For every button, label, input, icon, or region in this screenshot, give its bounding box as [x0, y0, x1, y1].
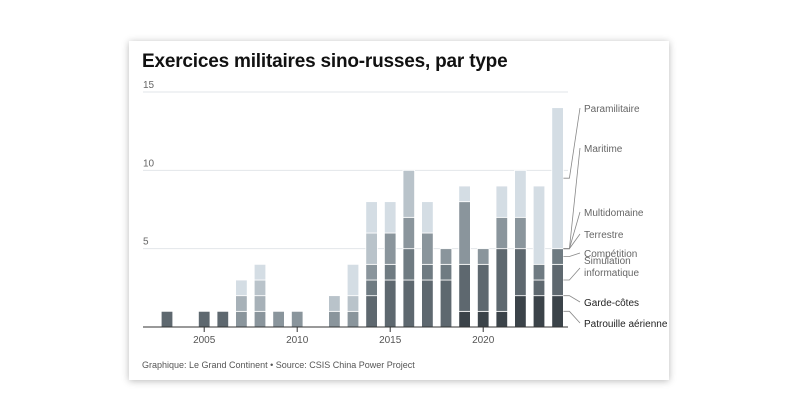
bar-segment: [458, 263, 471, 312]
bar-segment: [253, 263, 267, 281]
bar-segment: [272, 310, 285, 328]
bar-segment: [495, 185, 509, 218]
bar-segment: [495, 310, 509, 328]
bar-segment: [253, 279, 267, 297]
bar-segment: [532, 295, 546, 328]
bar-segment: [439, 263, 453, 281]
bar-segment: [402, 169, 416, 218]
x-tick-label: 2015: [379, 335, 402, 346]
legend-leader-line: [563, 252, 581, 257]
bar-segment: [458, 185, 471, 203]
legend-label: Multidomaine: [584, 208, 644, 219]
bar-segment: [197, 310, 211, 328]
bar-segment: [253, 310, 267, 328]
bar-segment: [495, 248, 509, 312]
legend-label: Maritime: [584, 144, 623, 155]
y-tick-label: 5: [143, 237, 149, 248]
bar-segment: [402, 216, 416, 250]
legend-leader-line: [563, 295, 581, 303]
legend-label: Simulation informatique: [584, 256, 639, 279]
bar-segment: [532, 263, 546, 281]
bar-segment: [365, 263, 378, 281]
bar-segment: [365, 279, 378, 297]
legend-label: Garde-côtes: [584, 298, 639, 309]
legend-leader-line: [563, 233, 581, 250]
bar-segment: [551, 263, 564, 297]
legend-leader-line: [563, 107, 581, 179]
chart-title: Exercices militaires sino-russes, par ty…: [142, 51, 508, 72]
bar-segment: [383, 201, 397, 234]
bar-segment: [402, 248, 416, 281]
bar-segment: [476, 263, 490, 312]
bar-segment: [514, 216, 527, 250]
bar-segment: [514, 295, 527, 328]
bar-segment: [551, 248, 564, 265]
legend: Paramilitaire Maritime Multidomaine Terrest…: [563, 104, 668, 330]
bar-segment: [365, 232, 378, 265]
bar-segment: [346, 310, 360, 328]
bar-segment: [383, 263, 397, 281]
y-tick-label: 10: [143, 158, 155, 169]
bar-segment: [365, 201, 378, 234]
x-tick-label: 2005: [193, 335, 216, 346]
bar-segment: [551, 107, 564, 250]
bar-segment: [290, 310, 304, 328]
bar-segment: [421, 263, 434, 281]
bar-segment: [383, 279, 397, 328]
bar-segment: [160, 310, 174, 328]
bar-segment: [439, 248, 453, 265]
bar-segment: [421, 232, 434, 265]
legend-label: Compétition: [584, 249, 637, 260]
legend-label: Terrestre: [584, 230, 624, 241]
x-tick-label: 2010: [286, 335, 309, 346]
bar-segment: [458, 310, 471, 328]
bar-segment: [328, 310, 341, 328]
source-note: Graphique: Le Grand Continent • Source: …: [142, 360, 415, 370]
legend-label: Patrouille aérienne: [584, 319, 668, 330]
bar-segment: [383, 232, 397, 265]
bar-segment: [216, 310, 230, 328]
bar-segment: [328, 295, 341, 312]
legend-leader-line: [563, 267, 581, 281]
bar-segment: [365, 295, 378, 328]
x-axis: 2005 2010 2015 2020: [143, 326, 568, 346]
bar-segment: [346, 295, 360, 312]
bar-segment: [402, 279, 416, 328]
bar-segment: [421, 201, 434, 234]
bar-segment: [458, 201, 471, 265]
x-tick-label: 2020: [472, 335, 495, 346]
bar-segment: [514, 248, 527, 297]
bars: [160, 107, 564, 328]
bar-segment: [532, 279, 546, 297]
bar-segment: [532, 185, 546, 265]
legend-label: Paramilitaire: [584, 104, 640, 115]
bar-segment: [253, 295, 267, 312]
bar-segment: [235, 279, 248, 297]
legend-leader-line: [563, 310, 581, 324]
bar-segment: [421, 279, 434, 328]
bar-segment: [235, 310, 248, 328]
bar-segment: [476, 310, 490, 328]
y-tick-label: 15: [143, 80, 155, 91]
bar-segment: [495, 216, 509, 250]
bar-segment: [235, 295, 248, 312]
bar-segment: [476, 248, 490, 265]
bar-segment: [551, 295, 564, 328]
bar-segment: [514, 169, 527, 218]
bar-segment: [346, 263, 360, 297]
bar-segment: [439, 279, 453, 328]
